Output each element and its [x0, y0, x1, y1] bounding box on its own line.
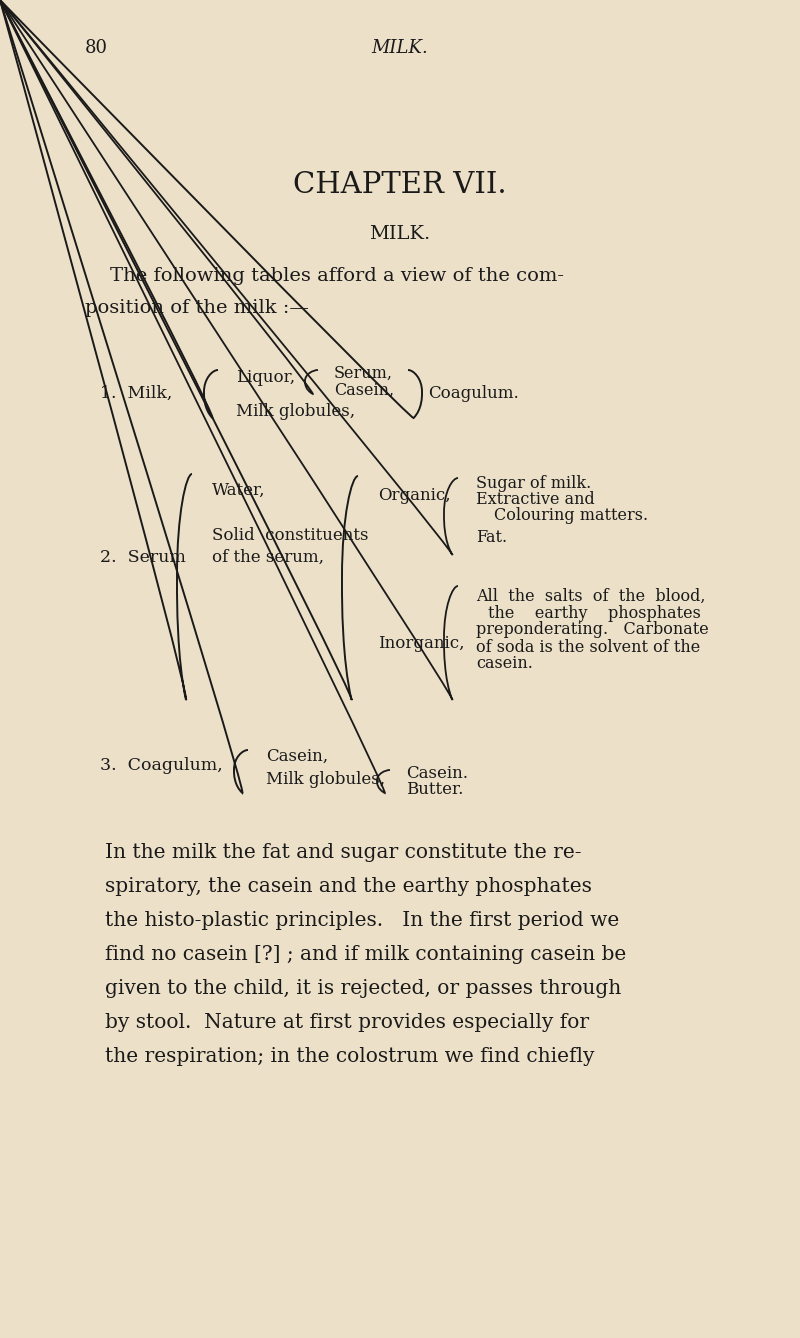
Text: The following tables afford a view of the com-: The following tables afford a view of th…: [110, 268, 564, 285]
Text: Sugar of milk.: Sugar of milk.: [476, 475, 591, 492]
Text: Milk globules,: Milk globules,: [236, 404, 355, 420]
Text: Casein,: Casein,: [266, 748, 328, 764]
Text: All  the  salts  of  the  blood,: All the salts of the blood,: [476, 587, 706, 605]
Text: 1.  Milk,: 1. Milk,: [100, 384, 172, 401]
Text: by stool.  Nature at first provides especially for: by stool. Nature at first provides espec…: [105, 1013, 589, 1033]
Text: Water,: Water,: [212, 482, 266, 499]
Text: of the serum,: of the serum,: [212, 549, 324, 566]
Text: MILK.: MILK.: [372, 39, 428, 58]
Text: find no casein [?] ; and if milk containing casein be: find no casein [?] ; and if milk contain…: [105, 946, 626, 965]
Text: Solid  constituents: Solid constituents: [212, 526, 369, 543]
Text: preponderating.   Carbonate: preponderating. Carbonate: [476, 621, 709, 638]
Text: In the milk the fat and sugar constitute the re-: In the milk the fat and sugar constitute…: [105, 843, 582, 863]
Text: Serum,: Serum,: [334, 364, 393, 381]
Text: Coagulum.: Coagulum.: [428, 384, 518, 401]
Text: Butter.: Butter.: [406, 781, 463, 799]
Text: Casein.: Casein.: [406, 765, 468, 783]
Text: Casein,: Casein,: [334, 381, 394, 399]
Text: of soda is the solvent of the: of soda is the solvent of the: [476, 638, 700, 656]
Text: Extractive and: Extractive and: [476, 491, 594, 508]
Text: CHAPTER VII.: CHAPTER VII.: [293, 171, 507, 199]
Text: the histo-plastic principles.   In the first period we: the histo-plastic principles. In the fir…: [105, 911, 619, 930]
Text: casein.: casein.: [476, 656, 533, 673]
Text: MILK.: MILK.: [370, 225, 430, 244]
Text: 80: 80: [85, 39, 108, 58]
Text: Organic,: Organic,: [378, 487, 450, 504]
Text: given to the child, it is rejected, or passes through: given to the child, it is rejected, or p…: [105, 979, 622, 998]
Text: the respiration; in the colostrum we find chiefly: the respiration; in the colostrum we fin…: [105, 1048, 594, 1066]
Text: 2.  Serum: 2. Serum: [100, 550, 186, 566]
Text: Inorganic,: Inorganic,: [378, 634, 465, 652]
Text: spiratory, the casein and the earthy phosphates: spiratory, the casein and the earthy pho…: [105, 878, 592, 896]
Text: 3.  Coagulum,: 3. Coagulum,: [100, 757, 222, 775]
Text: Fat.: Fat.: [476, 530, 507, 546]
Text: Milk globules,: Milk globules,: [266, 772, 385, 788]
Text: position of the milk :—: position of the milk :—: [85, 298, 309, 317]
Text: the    earthy    phosphates: the earthy phosphates: [488, 605, 701, 621]
Text: Liquor,: Liquor,: [236, 369, 295, 387]
Text: Colouring matters.: Colouring matters.: [494, 507, 648, 524]
